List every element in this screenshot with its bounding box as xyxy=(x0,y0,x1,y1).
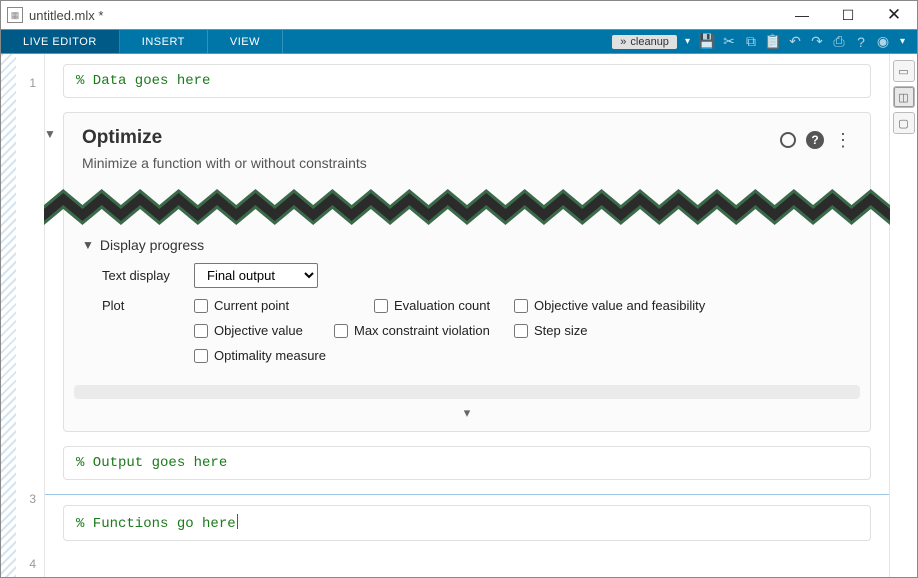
section-divider xyxy=(45,494,889,495)
checkbox-step-size[interactable] xyxy=(514,324,528,338)
task-title: Optimize xyxy=(82,127,780,149)
gutter-hatch xyxy=(1,54,16,577)
save-icon[interactable]: 💾 xyxy=(698,33,716,51)
toolstrip: LIVE EDITOR INSERT VIEW » cleanup ▾ 💾 ✂ … xyxy=(0,30,918,54)
quick-access-dropdown-icon[interactable]: ▾ xyxy=(896,36,909,47)
line-number-3: 3 xyxy=(16,492,36,506)
check-max-constraint[interactable]: Max constraint violation xyxy=(334,323,514,338)
torn-divider xyxy=(44,189,890,225)
optimize-task-panel: ▼ Optimize Minimize a function with or w… xyxy=(63,112,871,432)
line-gutter: 1 3 4 xyxy=(1,54,45,577)
checkbox-evaluation-count[interactable] xyxy=(374,299,388,313)
line-number-4: 4 xyxy=(16,557,36,571)
cut-icon[interactable]: ✂ xyxy=(720,33,738,51)
code-cell-4[interactable]: % Functions go here xyxy=(63,505,871,541)
shortcut-icon: » xyxy=(620,36,626,48)
output-inline-button[interactable]: ▭ xyxy=(893,60,915,82)
output-right-button[interactable]: ◫ xyxy=(893,86,915,108)
editor-area: 1 3 4 ▭ ◫ ▢ % Data goes here ▼ Optimize … xyxy=(0,54,918,578)
task-status-icon xyxy=(780,132,796,148)
code-cell-1[interactable]: % Data goes here xyxy=(63,64,871,98)
code-cell-3[interactable]: % Output goes here xyxy=(63,446,871,480)
check-label: Objective value xyxy=(214,323,303,338)
plot-label: Plot xyxy=(102,298,194,313)
paste-icon[interactable]: 📋 xyxy=(764,33,782,51)
text-cursor xyxy=(237,514,238,529)
minimize-button[interactable]: — xyxy=(779,1,825,29)
window-title: untitled.mlx * xyxy=(29,8,779,23)
task-help-button[interactable]: ? xyxy=(806,131,824,149)
help-icon[interactable]: ? xyxy=(852,33,870,51)
checkbox-optimality[interactable] xyxy=(194,349,208,363)
code-comment-1: % Data goes here xyxy=(76,73,210,89)
checkbox-current-point[interactable] xyxy=(194,299,208,313)
checkbox-max-constraint[interactable] xyxy=(334,324,348,338)
task-header: Optimize Minimize a function with or wit… xyxy=(64,113,870,179)
code-comment-3: % Output goes here xyxy=(76,455,227,471)
code-comment-4: % Functions go here xyxy=(76,516,236,532)
task-more-button[interactable]: ⋮ xyxy=(834,133,852,147)
task-form: Text display Final output Plot Current p… xyxy=(64,259,870,381)
text-display-label: Text display xyxy=(102,268,194,283)
editor-content[interactable]: % Data goes here ▼ Optimize Minimize a f… xyxy=(45,54,889,577)
shortcut-cleanup[interactable]: » cleanup xyxy=(612,35,677,49)
tab-insert[interactable]: INSERT xyxy=(120,30,208,53)
maximize-button[interactable]: ☐ xyxy=(825,1,871,29)
check-label: Evaluation count xyxy=(394,298,490,313)
output-rail: ▭ ◫ ▢ xyxy=(889,54,917,577)
close-button[interactable]: ✕ xyxy=(871,1,917,29)
check-label: Objective value and feasibility xyxy=(534,298,705,313)
check-label: Max constraint violation xyxy=(354,323,490,338)
check-label: Step size xyxy=(534,323,587,338)
check-objective-value[interactable]: Objective value xyxy=(194,323,334,338)
line-number-1: 1 xyxy=(16,76,36,90)
checkbox-objective-feasibility[interactable] xyxy=(514,299,528,313)
tab-live-editor[interactable]: LIVE EDITOR xyxy=(1,30,120,53)
redo-icon[interactable]: ↷ xyxy=(808,33,826,51)
checkbox-objective-value[interactable] xyxy=(194,324,208,338)
task-collapse-icon[interactable]: ▼ xyxy=(44,127,56,141)
print-icon[interactable]: ⎙ xyxy=(830,33,848,51)
quick-access-toolbar: » cleanup ▾ 💾 ✂ ⧉ 📋 ↶ ↷ ⎙ ? ◉ ▾ xyxy=(612,30,917,53)
check-current-point[interactable]: Current point xyxy=(194,298,374,313)
task-subtitle: Minimize a function with or without cons… xyxy=(82,155,780,171)
window-titlebar: ▦ untitled.mlx * — ☐ ✕ xyxy=(0,0,918,30)
section-display-progress[interactable]: ▼ Display progress xyxy=(64,233,870,259)
check-objective-feasibility[interactable]: Objective value and feasibility xyxy=(514,298,724,313)
check-label: Optimality measure xyxy=(214,348,326,363)
copy-icon[interactable]: ⧉ xyxy=(742,33,760,51)
section-expand-icon: ▼ xyxy=(82,238,94,252)
undo-icon[interactable]: ↶ xyxy=(786,33,804,51)
check-optimality[interactable]: Optimality measure xyxy=(194,348,404,363)
check-step-size[interactable]: Step size xyxy=(514,323,654,338)
output-hide-button[interactable]: ▢ xyxy=(893,112,915,134)
app-icon: ▦ xyxy=(7,7,23,23)
tab-view[interactable]: VIEW xyxy=(208,30,283,53)
task-scrollbar[interactable] xyxy=(74,385,860,399)
text-display-select[interactable]: Final output xyxy=(194,263,318,288)
check-evaluation-count[interactable]: Evaluation count xyxy=(374,298,514,313)
check-label: Current point xyxy=(214,298,289,313)
shortcut-dropdown-icon[interactable]: ▾ xyxy=(681,36,694,47)
window-controls: — ☐ ✕ xyxy=(779,1,917,29)
shortcut-label: cleanup xyxy=(630,36,669,48)
section-label: Display progress xyxy=(100,237,204,253)
task-expand-button[interactable]: ▾ xyxy=(74,405,860,425)
more-icon[interactable]: ◉ xyxy=(874,33,892,51)
